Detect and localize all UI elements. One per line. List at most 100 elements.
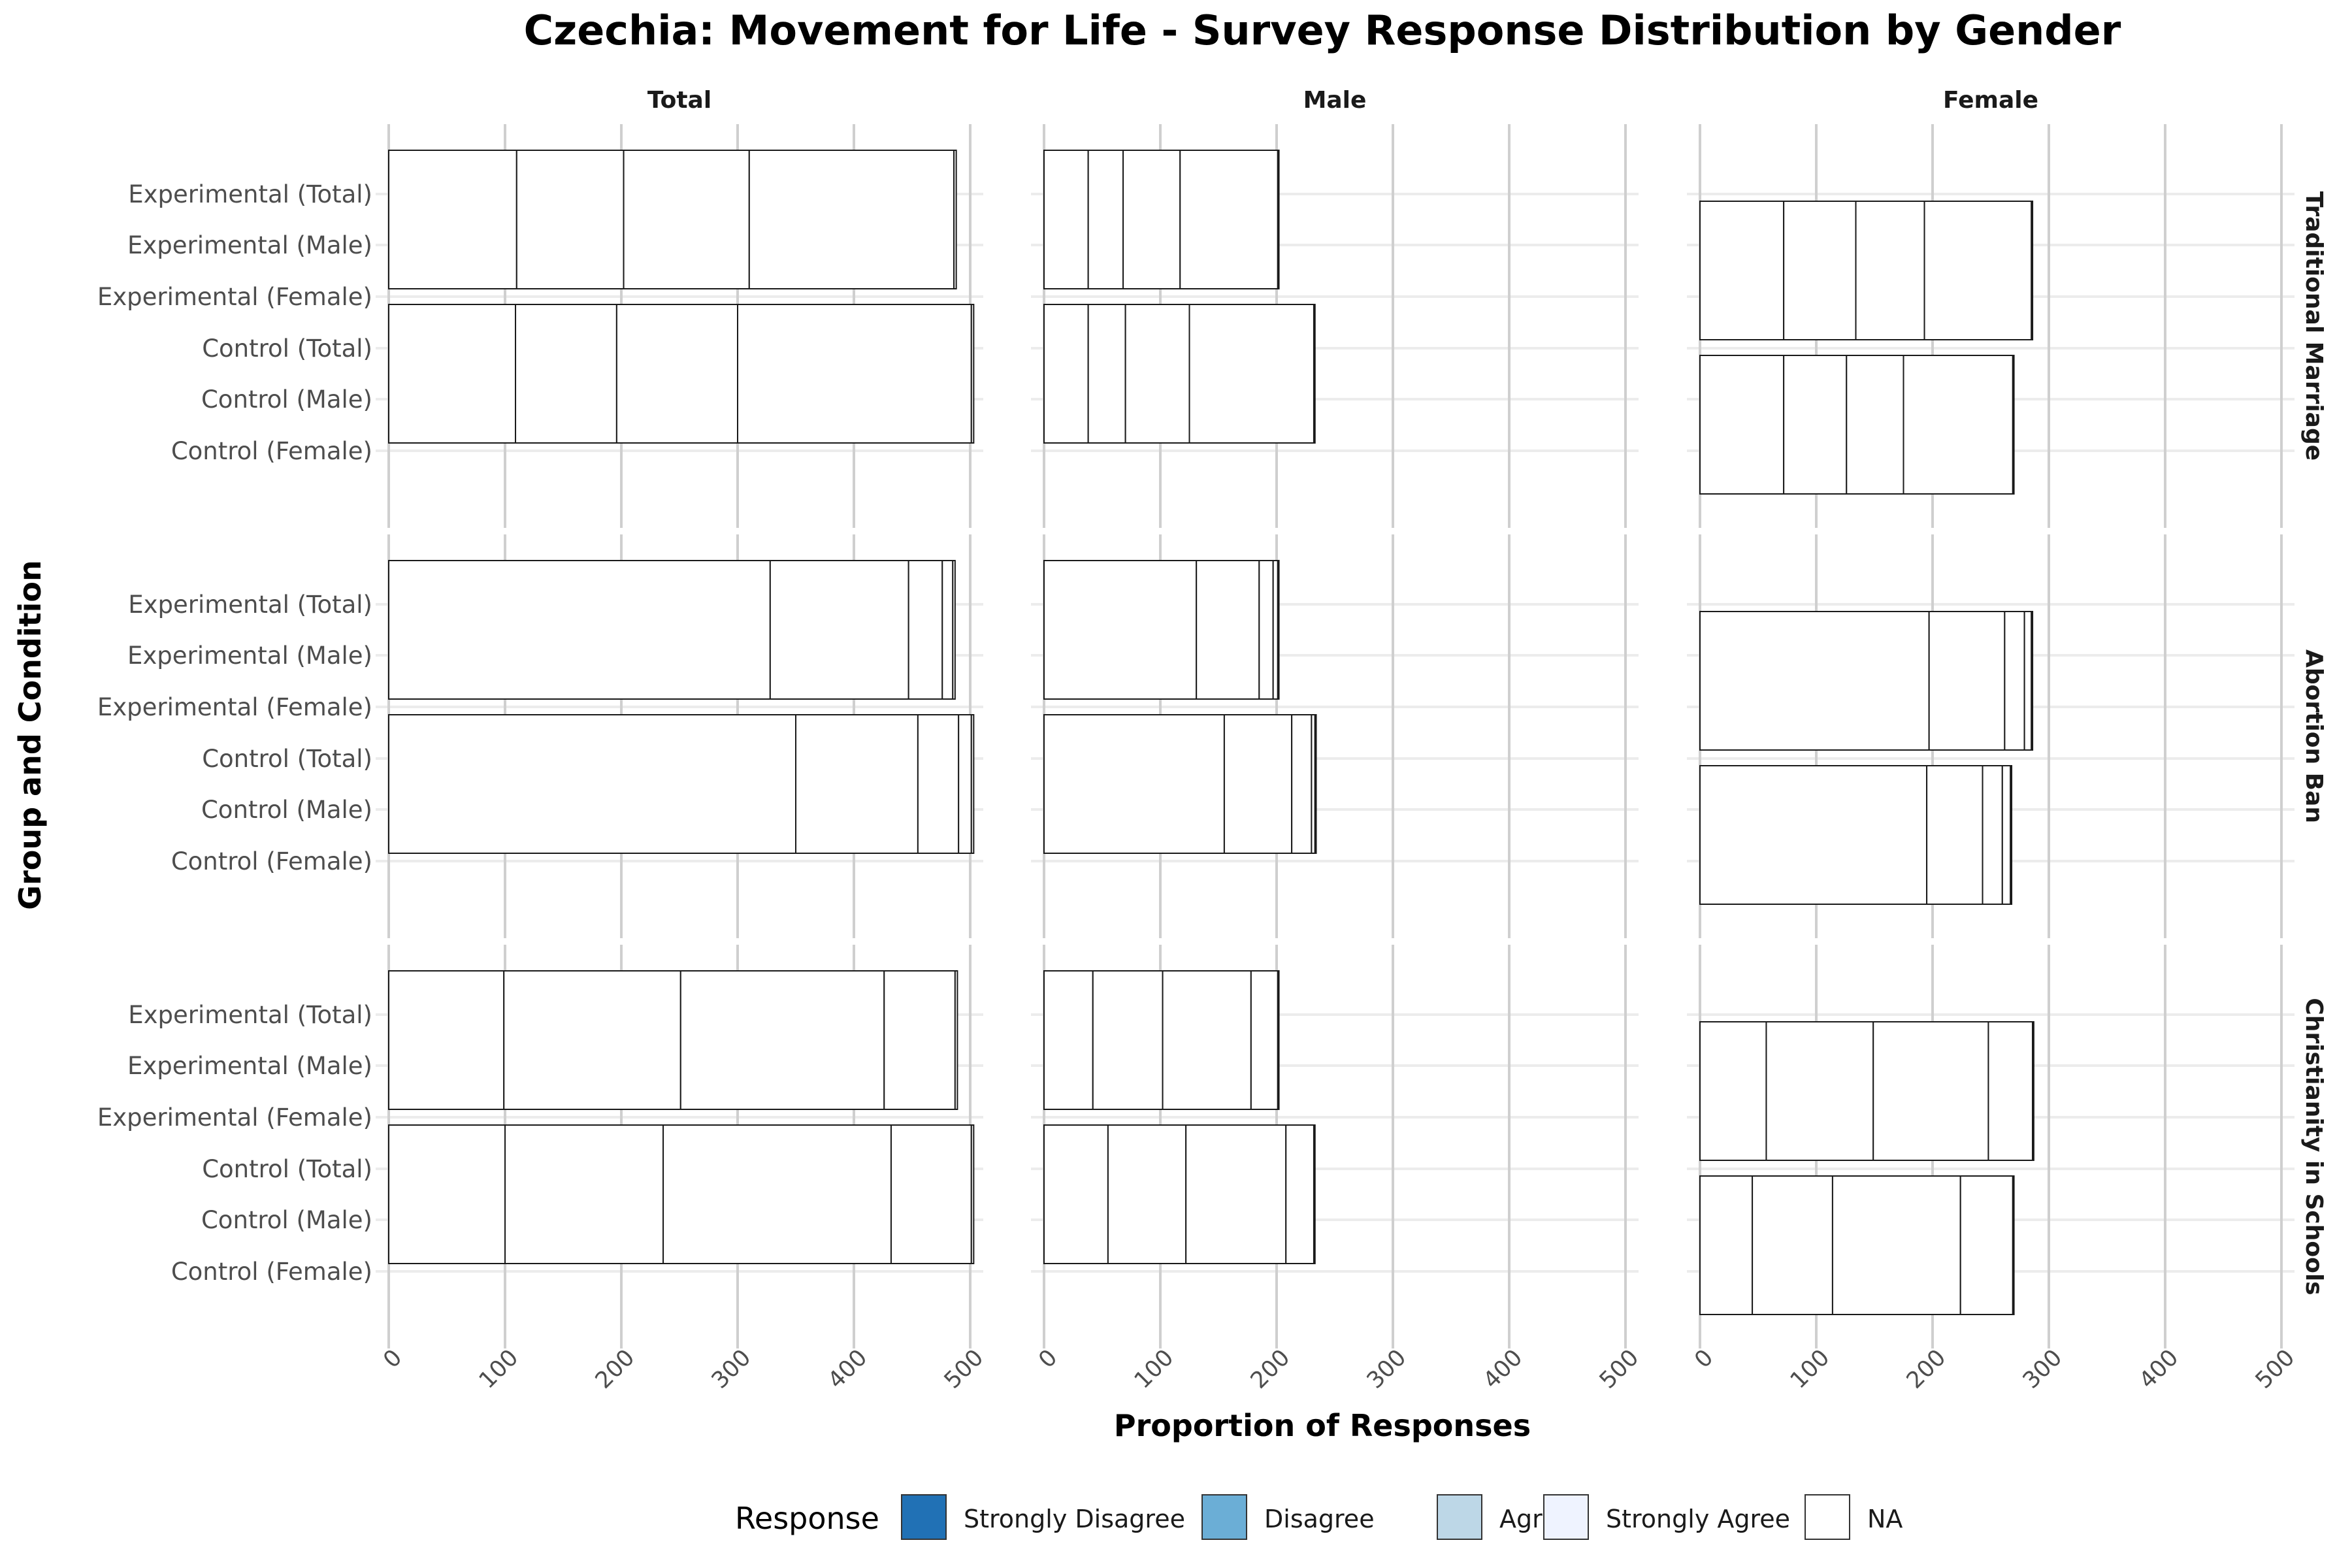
bar-segment-agree — [1872, 1021, 1989, 1161]
x-tick-label: 0 — [1034, 1345, 1062, 1373]
bar-segment-disagree — [1783, 201, 1857, 340]
legend-entry-disagree: Disagree — [1201, 1494, 1375, 1540]
bar-segment-strongly-agree — [1285, 1124, 1315, 1264]
strip-label-total: Total — [647, 87, 711, 114]
bar-segment-disagree — [1196, 560, 1260, 700]
bar-segment-disagree — [1087, 150, 1124, 289]
legend: Response Strongly Disagree Disagree Agree St… — [735, 1494, 1903, 1540]
bar-segment-strongly-agree — [1179, 150, 1279, 289]
x-tick-label: 100 — [1786, 1345, 1835, 1394]
bar-segment-na — [2012, 1175, 2015, 1315]
bar-segment-na — [954, 970, 958, 1110]
bar-segment-disagree — [515, 304, 617, 444]
x-tick-label: 400 — [823, 1345, 873, 1394]
y-tick-label: Control (Male) — [201, 796, 372, 824]
bar-segment-na — [1313, 1124, 1316, 1264]
bar-segment-disagree — [1107, 1124, 1187, 1264]
x-tick-label: 500 — [2251, 1345, 2300, 1394]
y-tick-label: Experimental (Total) — [128, 180, 372, 208]
x-tick-label: 500 — [939, 1345, 989, 1394]
bar-segment-disagree — [795, 714, 919, 854]
bar-segment-agree — [623, 150, 750, 289]
bar-segment-strongly-agree — [737, 304, 972, 444]
bar-segment-strongly-disagree — [388, 150, 517, 289]
bar-segment-strongly-disagree — [1043, 150, 1089, 289]
bar-segment-agree — [1124, 304, 1190, 444]
bar-segment-agree — [1185, 1124, 1287, 1264]
y-tick-label: Experimental (Female) — [97, 1103, 372, 1132]
bar-segment-strongly-disagree — [1699, 355, 1785, 495]
legend-label: NA — [1867, 1505, 1903, 1533]
bar-segment-strongly-disagree — [1043, 970, 1094, 1110]
bar-segment-strongly-disagree — [1699, 1175, 1754, 1315]
y-tick-label: Experimental (Male) — [127, 1052, 372, 1080]
x-axis-title: Proportion of Responses — [1114, 1408, 1531, 1443]
y-tick-label: Experimental (Total) — [128, 1001, 372, 1029]
bar-control — [1699, 1175, 2015, 1315]
bar-segment-strongly-disagree — [388, 970, 505, 1110]
bar-experimental — [388, 560, 956, 700]
bar-experimental — [1699, 1021, 2034, 1161]
bar-segment-strongly-agree — [748, 150, 955, 289]
y-tick-label: Experimental (Male) — [127, 231, 372, 259]
bar-segment-na — [2031, 201, 2034, 340]
bar-segment-agree — [1291, 714, 1313, 854]
bar-segment-disagree — [769, 560, 909, 700]
bar-segment-disagree — [1092, 970, 1164, 1110]
x-tick-label: 300 — [1362, 1345, 1412, 1394]
bar-experimental — [1043, 560, 1280, 700]
bar-segment-na — [2010, 765, 2013, 905]
x-tick-label: 200 — [591, 1345, 640, 1394]
y-tick-label: Control (Female) — [171, 437, 372, 465]
legend-entry-strongly-agree: Strongly Agree — [1543, 1494, 1790, 1540]
legend-key — [1543, 1494, 1589, 1540]
y-axis-title: Group and Condition — [12, 560, 48, 909]
bar-experimental — [388, 970, 958, 1110]
y-tick-label: Experimental (Female) — [97, 693, 372, 721]
x-tick-label: 400 — [1478, 1345, 1528, 1394]
bar-segment-na — [1277, 560, 1280, 700]
bar-segment-agree — [1982, 765, 2003, 905]
bar-experimental — [1699, 611, 2034, 751]
x-tick-label: 300 — [2018, 1345, 2068, 1394]
bar-segment-na — [970, 304, 975, 444]
bar-experimental — [388, 150, 957, 289]
bar-segment-na — [953, 150, 957, 289]
legend-entry-na: NA — [1805, 1494, 1903, 1540]
y-tick-label: Experimental (Female) — [97, 283, 372, 311]
x-tick-label: 0 — [1690, 1345, 1718, 1373]
bar-control — [1699, 355, 2015, 495]
y-tick-label: Experimental (Male) — [127, 642, 372, 670]
y-tick-label: Control (Female) — [171, 1258, 372, 1286]
x-tick-label: 200 — [1902, 1345, 1952, 1394]
panel-traditional-marriage-female — [1687, 124, 2295, 528]
bar-segment-agree — [679, 970, 885, 1110]
bar-segment-disagree — [504, 1124, 664, 1264]
bar-control — [1699, 765, 2013, 905]
bar-segment-agree — [1162, 970, 1252, 1110]
bar-control — [388, 1124, 975, 1264]
y-tick-label: Control (Total) — [202, 745, 372, 773]
bar-segment-strongly-disagree — [388, 714, 796, 854]
bar-segment-agree — [615, 304, 738, 444]
bar-segment-agree — [1258, 560, 1274, 700]
bar-segment-agree — [917, 714, 960, 854]
legend-label: Disagree — [1264, 1505, 1375, 1533]
bar-segment-strongly-disagree — [388, 560, 771, 700]
y-tick-label: Control (Total) — [202, 1155, 372, 1183]
bar-segment-disagree — [1928, 611, 2006, 751]
bar-segment-na — [1314, 714, 1317, 854]
x-tick-label: 500 — [1595, 1345, 1644, 1394]
bar-control — [1043, 714, 1317, 854]
bar-segment-strongly-agree — [958, 714, 972, 854]
y-tick-label: Control (Total) — [202, 335, 372, 363]
bar-segment-na — [2031, 611, 2034, 751]
bar-segment-strongly-disagree — [1043, 1124, 1109, 1264]
strip-label-abortion-ban: Abortion Ban — [2300, 649, 2327, 823]
bar-segment-strongly-disagree — [388, 304, 517, 444]
x-tick-label: 300 — [707, 1345, 757, 1394]
bar-segment-agree — [2004, 611, 2025, 751]
bar-segment-disagree — [1765, 1021, 1874, 1161]
bar-segment-strongly-disagree — [1043, 560, 1198, 700]
y-tick-label: Control (Male) — [201, 385, 372, 414]
